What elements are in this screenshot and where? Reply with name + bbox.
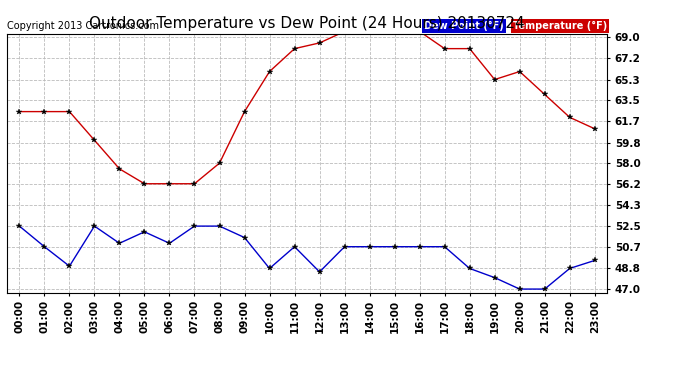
Text: Dew Point (°F): Dew Point (°F) (424, 21, 504, 31)
Title: Outdoor Temperature vs Dew Point (24 Hours) 20130724: Outdoor Temperature vs Dew Point (24 Hou… (89, 16, 525, 31)
Text: Temperature (°F): Temperature (°F) (513, 21, 607, 31)
Text: Copyright 2013 Cartronics.com: Copyright 2013 Cartronics.com (7, 21, 159, 31)
